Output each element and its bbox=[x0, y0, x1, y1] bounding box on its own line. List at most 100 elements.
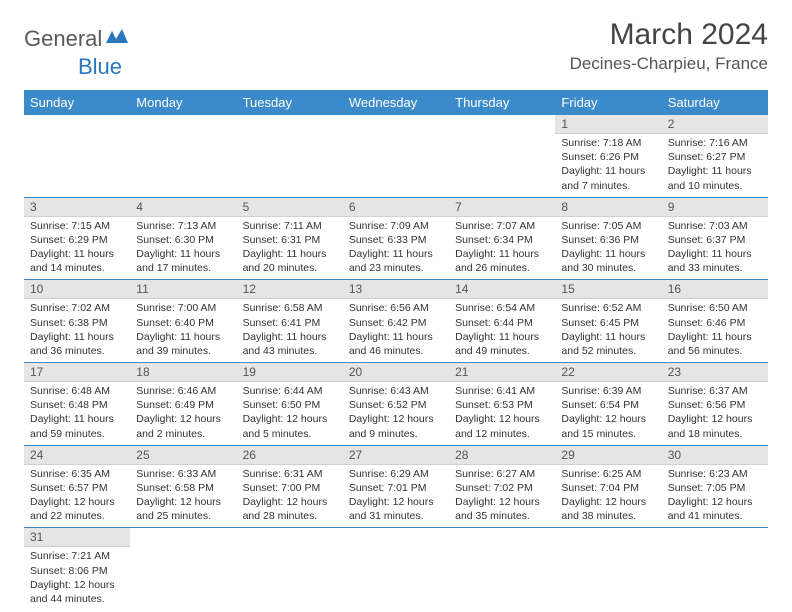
day-number: 13 bbox=[343, 280, 449, 299]
day-detail-line: Daylight: 12 hours bbox=[136, 412, 230, 426]
day-detail-line: Daylight: 12 hours bbox=[561, 495, 655, 509]
day-detail-line: Daylight: 12 hours bbox=[136, 495, 230, 509]
day-detail-line: Sunset: 6:37 PM bbox=[668, 233, 762, 247]
calendar-empty-cell bbox=[130, 528, 236, 610]
day-number: 21 bbox=[449, 363, 555, 382]
day-detail-line: and 41 minutes. bbox=[668, 509, 762, 523]
calendar-day-cell: 26Sunrise: 6:31 AMSunset: 7:00 PMDayligh… bbox=[237, 445, 343, 528]
day-detail-line: and 52 minutes. bbox=[561, 344, 655, 358]
logo: General bbox=[24, 26, 108, 52]
day-detail-line: Sunrise: 6:56 AM bbox=[349, 301, 443, 315]
day-detail-line: and 56 minutes. bbox=[668, 344, 762, 358]
day-detail-line: Daylight: 11 hours bbox=[30, 330, 124, 344]
day-details: Sunrise: 7:13 AMSunset: 6:30 PMDaylight:… bbox=[130, 217, 236, 280]
calendar-day-cell: 16Sunrise: 6:50 AMSunset: 6:46 PMDayligh… bbox=[662, 280, 768, 363]
day-detail-line: Daylight: 11 hours bbox=[136, 247, 230, 261]
day-detail-line: and 33 minutes. bbox=[668, 261, 762, 275]
day-number: 12 bbox=[237, 280, 343, 299]
day-number: 19 bbox=[237, 363, 343, 382]
day-detail-line: and 46 minutes. bbox=[349, 344, 443, 358]
day-number: 29 bbox=[555, 446, 661, 465]
weekday-header: Thursday bbox=[449, 90, 555, 115]
day-detail-line: Sunset: 6:31 PM bbox=[243, 233, 337, 247]
day-detail-line: Daylight: 11 hours bbox=[561, 164, 655, 178]
day-number: 20 bbox=[343, 363, 449, 382]
day-detail-line: Sunrise: 6:37 AM bbox=[668, 384, 762, 398]
day-detail-line: and 20 minutes. bbox=[243, 261, 337, 275]
day-detail-line: and 2 minutes. bbox=[136, 427, 230, 441]
calendar-day-cell: 14Sunrise: 6:54 AMSunset: 6:44 PMDayligh… bbox=[449, 280, 555, 363]
calendar-day-cell: 6Sunrise: 7:09 AMSunset: 6:33 PMDaylight… bbox=[343, 197, 449, 280]
day-number: 7 bbox=[449, 198, 555, 217]
calendar-day-cell: 19Sunrise: 6:44 AMSunset: 6:50 PMDayligh… bbox=[237, 363, 343, 446]
calendar-day-cell: 9Sunrise: 7:03 AMSunset: 6:37 PMDaylight… bbox=[662, 197, 768, 280]
day-details: Sunrise: 6:43 AMSunset: 6:52 PMDaylight:… bbox=[343, 382, 449, 445]
day-details: Sunrise: 6:23 AMSunset: 7:05 PMDaylight:… bbox=[662, 465, 768, 528]
calendar-empty-cell bbox=[237, 115, 343, 197]
day-number: 23 bbox=[662, 363, 768, 382]
day-number: 1 bbox=[555, 115, 661, 134]
day-number: 15 bbox=[555, 280, 661, 299]
day-detail-line: and 38 minutes. bbox=[561, 509, 655, 523]
day-details: Sunrise: 6:27 AMSunset: 7:02 PMDaylight:… bbox=[449, 465, 555, 528]
calendar-day-cell: 21Sunrise: 6:41 AMSunset: 6:53 PMDayligh… bbox=[449, 363, 555, 446]
day-detail-line: Sunset: 6:50 PM bbox=[243, 398, 337, 412]
day-detail-line: and 28 minutes. bbox=[243, 509, 337, 523]
day-detail-line: Daylight: 12 hours bbox=[30, 495, 124, 509]
day-detail-line: Sunrise: 7:09 AM bbox=[349, 219, 443, 233]
day-details: Sunrise: 7:11 AMSunset: 6:31 PMDaylight:… bbox=[237, 217, 343, 280]
day-detail-line: Sunrise: 6:23 AM bbox=[668, 467, 762, 481]
day-detail-line: Sunrise: 6:58 AM bbox=[243, 301, 337, 315]
day-number: 16 bbox=[662, 280, 768, 299]
weekday-header: Sunday bbox=[24, 90, 130, 115]
day-detail-line: Daylight: 11 hours bbox=[349, 330, 443, 344]
day-detail-line: and 30 minutes. bbox=[561, 261, 655, 275]
day-details: Sunrise: 6:48 AMSunset: 6:48 PMDaylight:… bbox=[24, 382, 130, 445]
day-detail-line: Sunrise: 7:02 AM bbox=[30, 301, 124, 315]
calendar-empty-cell bbox=[237, 528, 343, 610]
day-detail-line: Sunrise: 6:39 AM bbox=[561, 384, 655, 398]
day-detail-line: Sunset: 6:26 PM bbox=[561, 150, 655, 164]
day-number: 30 bbox=[662, 446, 768, 465]
calendar-day-cell: 27Sunrise: 6:29 AMSunset: 7:01 PMDayligh… bbox=[343, 445, 449, 528]
day-detail-line: and 25 minutes. bbox=[136, 509, 230, 523]
calendar-body: 1Sunrise: 7:18 AMSunset: 6:26 PMDaylight… bbox=[24, 115, 768, 610]
day-detail-line: Sunset: 6:29 PM bbox=[30, 233, 124, 247]
calendar-week-row: 1Sunrise: 7:18 AMSunset: 6:26 PMDaylight… bbox=[24, 115, 768, 197]
day-detail-line: Sunset: 6:49 PM bbox=[136, 398, 230, 412]
calendar-empty-cell bbox=[130, 115, 236, 197]
calendar-day-cell: 8Sunrise: 7:05 AMSunset: 6:36 PMDaylight… bbox=[555, 197, 661, 280]
calendar-week-row: 31Sunrise: 7:21 AMSunset: 8:06 PMDayligh… bbox=[24, 528, 768, 610]
calendar-day-cell: 17Sunrise: 6:48 AMSunset: 6:48 PMDayligh… bbox=[24, 363, 130, 446]
day-details: Sunrise: 6:52 AMSunset: 6:45 PMDaylight:… bbox=[555, 299, 661, 362]
day-detail-line: Sunrise: 6:46 AM bbox=[136, 384, 230, 398]
day-details: Sunrise: 6:54 AMSunset: 6:44 PMDaylight:… bbox=[449, 299, 555, 362]
day-details: Sunrise: 6:41 AMSunset: 6:53 PMDaylight:… bbox=[449, 382, 555, 445]
calendar-day-cell: 25Sunrise: 6:33 AMSunset: 6:58 PMDayligh… bbox=[130, 445, 236, 528]
day-detail-line: and 18 minutes. bbox=[668, 427, 762, 441]
day-details: Sunrise: 6:58 AMSunset: 6:41 PMDaylight:… bbox=[237, 299, 343, 362]
day-details: Sunrise: 6:25 AMSunset: 7:04 PMDaylight:… bbox=[555, 465, 661, 528]
weekday-header: Tuesday bbox=[237, 90, 343, 115]
logo-text-blue: Blue bbox=[78, 54, 792, 80]
day-detail-line: Sunrise: 7:07 AM bbox=[455, 219, 549, 233]
day-detail-line: Daylight: 11 hours bbox=[668, 247, 762, 261]
day-detail-line: Sunrise: 6:43 AM bbox=[349, 384, 443, 398]
day-detail-line: Sunrise: 6:29 AM bbox=[349, 467, 443, 481]
day-detail-line: Daylight: 12 hours bbox=[243, 412, 337, 426]
calendar-week-row: 24Sunrise: 6:35 AMSunset: 6:57 PMDayligh… bbox=[24, 445, 768, 528]
day-details: Sunrise: 7:02 AMSunset: 6:38 PMDaylight:… bbox=[24, 299, 130, 362]
day-detail-line: and 35 minutes. bbox=[455, 509, 549, 523]
day-detail-line: Sunrise: 7:16 AM bbox=[668, 136, 762, 150]
day-number: 10 bbox=[24, 280, 130, 299]
calendar-week-row: 10Sunrise: 7:02 AMSunset: 6:38 PMDayligh… bbox=[24, 280, 768, 363]
day-number: 3 bbox=[24, 198, 130, 217]
calendar-week-row: 3Sunrise: 7:15 AMSunset: 6:29 PMDaylight… bbox=[24, 197, 768, 280]
day-detail-line: Sunset: 6:48 PM bbox=[30, 398, 124, 412]
day-details: Sunrise: 6:31 AMSunset: 7:00 PMDaylight:… bbox=[237, 465, 343, 528]
day-detail-line: and 44 minutes. bbox=[30, 592, 124, 606]
day-detail-line: Daylight: 11 hours bbox=[243, 247, 337, 261]
day-detail-line: Sunset: 7:04 PM bbox=[561, 481, 655, 495]
calendar-day-cell: 30Sunrise: 6:23 AMSunset: 7:05 PMDayligh… bbox=[662, 445, 768, 528]
calendar-day-cell: 10Sunrise: 7:02 AMSunset: 6:38 PMDayligh… bbox=[24, 280, 130, 363]
